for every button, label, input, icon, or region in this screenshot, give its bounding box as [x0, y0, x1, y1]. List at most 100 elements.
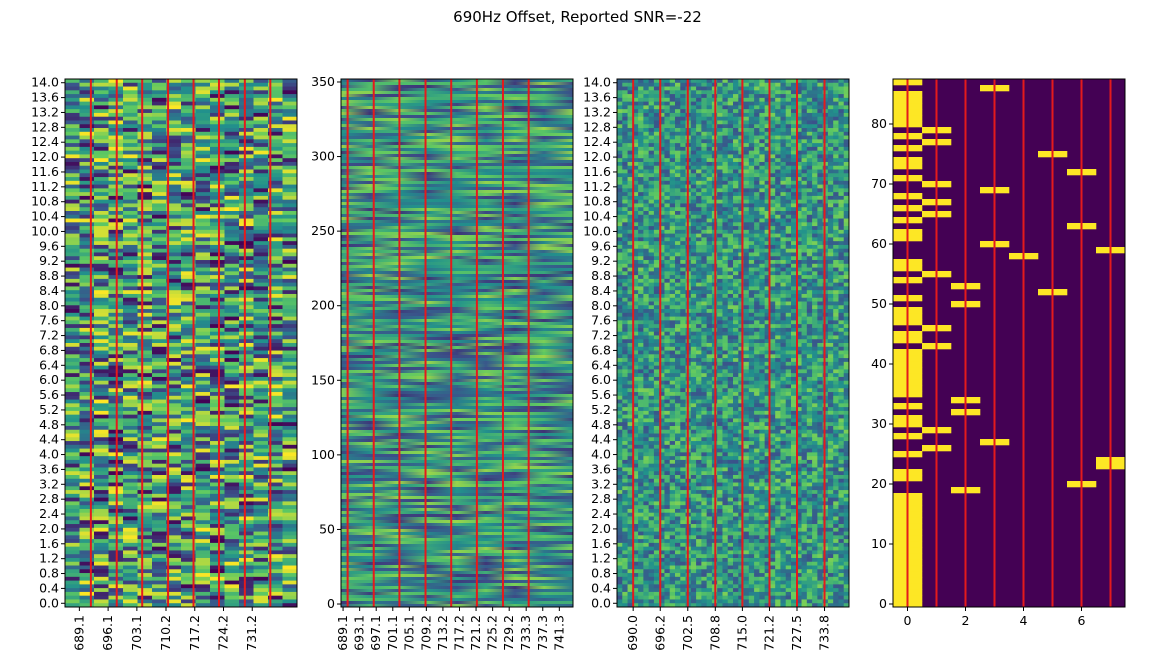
heatmap-cell	[253, 101, 269, 106]
heatmap-cell	[717, 173, 723, 178]
heatmap-cell	[282, 433, 297, 438]
heatmap-cell	[123, 527, 138, 532]
heatmap-cell	[775, 161, 781, 167]
heatmap-cell	[754, 154, 760, 159]
heatmap-cell	[282, 599, 297, 604]
heatmap-cell	[791, 82, 797, 87]
heatmap-cell	[785, 229, 792, 235]
heatmap-cell	[632, 229, 639, 235]
heatmap-cell	[722, 192, 729, 197]
heatmap-cell	[696, 211, 702, 216]
heatmap-cell	[648, 184, 655, 189]
heatmap-cell	[648, 275, 655, 280]
heatmap-cell	[181, 256, 196, 261]
heatmap-cell	[210, 580, 225, 585]
heatmap-cell	[253, 599, 269, 604]
heatmap-cell	[748, 131, 755, 136]
heatmap-cell	[738, 146, 744, 152]
heatmap-cell	[166, 542, 182, 548]
heatmap-cell	[727, 263, 734, 268]
heatmap-cell	[632, 263, 639, 268]
heatmap-cell	[253, 271, 269, 276]
heatmap-cell	[152, 105, 167, 110]
heatmap-cell	[239, 237, 254, 242]
heatmap-cell	[653, 195, 660, 201]
heatmap-cell	[738, 86, 744, 91]
heatmap-cell	[253, 82, 269, 87]
heatmap-cell	[759, 79, 766, 84]
heatmap-cell	[94, 101, 109, 106]
heatmap-cell	[775, 237, 781, 242]
heatmap-cell	[796, 131, 802, 136]
heatmap-cell	[738, 177, 744, 182]
heatmap-cell	[123, 169, 138, 174]
heatmap-cell	[733, 146, 739, 152]
heatmap-cell	[680, 109, 686, 114]
heatmap-cell	[137, 603, 153, 607]
heatmap-cell	[706, 244, 713, 250]
heatmap-cell	[722, 177, 729, 182]
heatmap-cell	[152, 467, 167, 472]
heatmap-cell	[706, 192, 713, 197]
heatmap-cell	[754, 86, 760, 91]
heatmap-cell	[253, 456, 269, 461]
heatmap-cell	[769, 248, 776, 253]
heatmap-cell	[123, 82, 138, 87]
heatmap-cell	[759, 120, 766, 125]
heatmap-cell	[79, 226, 95, 231]
heatmap-cell	[791, 218, 797, 223]
heatmap-cell	[239, 422, 254, 427]
heatmap-cell	[210, 361, 225, 367]
heatmap-cell	[94, 452, 109, 457]
heatmap-cell	[617, 139, 623, 144]
heatmap-cell	[806, 271, 813, 276]
heatmap-cell	[722, 120, 729, 125]
heatmap-row	[341, 421, 573, 425]
heatmap-cell	[282, 429, 297, 434]
heatmap-cell	[690, 173, 697, 178]
heatmap-cell	[282, 580, 297, 585]
heatmap-cell	[669, 237, 676, 242]
heatmap-cell	[268, 463, 283, 468]
heatmap-cell	[838, 237, 845, 242]
heatmap-cell	[210, 188, 225, 193]
heatmap-cell	[123, 188, 138, 193]
heatmap-cell	[733, 244, 739, 250]
heatmap-cell	[195, 437, 211, 442]
heatmap-cell	[764, 275, 771, 280]
heatmap-cell	[733, 192, 739, 197]
heatmap-cell	[738, 207, 744, 212]
heatmap-cell	[733, 120, 739, 125]
heatmap-cell	[838, 158, 845, 163]
heatmap-cell	[801, 169, 808, 174]
heatmap-cell	[123, 203, 138, 208]
heatmap-cell	[210, 105, 225, 110]
heatmap-cell	[785, 241, 792, 246]
heatmap-cell	[806, 229, 813, 235]
heatmap-row	[341, 265, 573, 269]
heatmap-cell	[268, 403, 283, 408]
heatmap-cell	[833, 192, 839, 197]
heatmap-cell	[239, 388, 254, 393]
heatmap-cell	[181, 278, 196, 284]
heatmap-cell	[224, 535, 240, 540]
heatmap-cell	[137, 595, 153, 600]
heatmap-cell	[843, 90, 849, 95]
heatmap-cell	[253, 557, 269, 563]
y-tick-label: 6.0	[39, 372, 59, 387]
heatmap-cell	[675, 131, 681, 136]
heatmap-cell	[632, 105, 639, 110]
heatmap-cell	[622, 180, 628, 185]
heatmap-cell	[775, 177, 781, 182]
heatmap-cell	[65, 278, 80, 284]
heatmap-cell	[123, 312, 138, 317]
heatmap-cell	[838, 226, 845, 231]
heatmap-cell	[754, 165, 760, 170]
heatmap-cell	[769, 124, 776, 129]
heatmap-cell	[268, 384, 283, 389]
heatmap-cell	[812, 275, 818, 280]
heatmap-cell	[617, 135, 623, 140]
heatmap-cell	[65, 112, 80, 118]
heatmap-cell	[94, 97, 109, 103]
heatmap-row	[341, 418, 573, 422]
